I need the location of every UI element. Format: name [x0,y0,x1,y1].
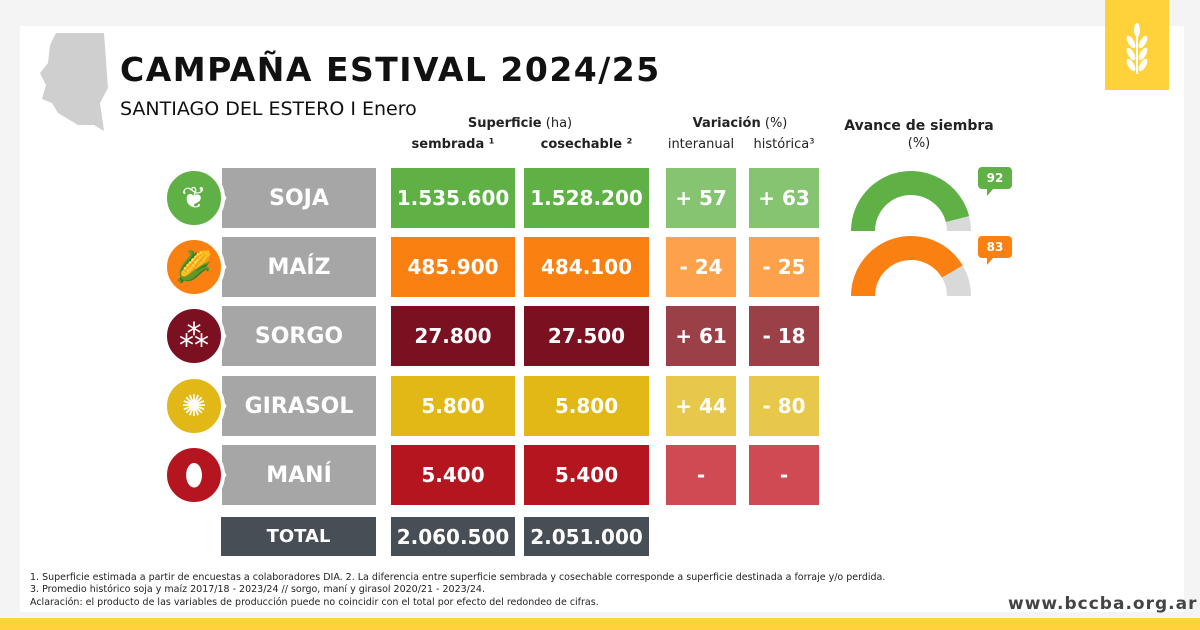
cosechable-cell: 5.800 [524,376,649,436]
wheat-logo [1105,0,1169,90]
variacion-unit: (%) [764,116,788,131]
historica-cell: - 18 [749,306,819,366]
footnote-3: Aclaración: el producto de las variables… [30,597,599,608]
cosechable-cell: 484.100 [524,237,649,297]
sembrada-cell: 27.800 [391,306,515,366]
crop-label-4: MANÍ [222,445,376,505]
historica-cell: - 25 [749,237,819,297]
soy-plant-icon: ❦ [163,167,225,229]
total-cosechable: 2.051.000 [524,517,649,556]
gauge-fill-0 [851,171,970,231]
sembrada-cell: 5.400 [391,445,515,505]
historica-cell: - 80 [749,376,819,436]
interanual-cell: + 61 [666,306,736,366]
sembrada-cell: 1.535.600 [391,168,515,228]
crop-label-3: GIRASOL [222,376,376,436]
footnote-2: 3. Promedio histórico soja y maíz 2017/1… [30,584,485,595]
crop-label-2: SORGO [222,306,376,366]
website-link[interactable]: www.bccba.org.ar [1008,594,1198,614]
crop-label-1: MAÍZ [222,237,376,297]
gauge-remaining-1 [941,265,971,296]
total-label: TOTAL [221,517,376,556]
historica-header: histórica³ [753,137,815,152]
historica-cell: + 63 [749,168,819,228]
peanut-icon: ⬮ [163,444,225,506]
variacion-label: Variación [692,116,761,131]
interanual-cell: + 57 [666,168,736,228]
avance-header: Avance de siembra [844,118,994,134]
footnote-1: 1. Superficie estimada a partir de encue… [30,572,886,583]
sorghum-icon: ⁂ [163,305,225,367]
superficie-unit: (ha) [545,116,573,131]
avance-maiz-bubble: 83 [978,236,1012,265]
superficie-label: Superficie [467,116,542,131]
avance-gauges [851,171,971,296]
total-sembrada: 2.060.500 [391,517,515,556]
crop-label-0: SOJA [222,168,376,228]
superficie-header: Superficie (ha) [391,116,649,131]
sembrada-header: sembrada ¹ [411,137,495,152]
cosechable-header: cosechable ² [540,137,633,152]
sembrada-cell: 485.900 [391,237,515,297]
interanual-header: interanual [667,137,735,152]
interanual-cell: + 44 [666,376,736,436]
page-subtitle: SANTIAGO DEL ESTERO I Enero [120,98,417,120]
corn-icon: 🌽 [163,236,225,298]
cosechable-cell: 5.400 [524,445,649,505]
footer-bar [0,618,1200,630]
wheat-icon [1126,23,1148,74]
historica-cell: - [749,445,819,505]
avance-unit: (%) [907,136,931,151]
interanual-cell: - 24 [666,237,736,297]
avance-soja-bubble: 92 [978,167,1012,196]
gauge-fill-1 [851,236,963,296]
cosechable-cell: 1.528.200 [524,168,649,228]
gauge-remaining-0 [945,216,971,231]
interanual-cell: - [666,445,736,505]
santiago-del-estero-map-icon [40,33,108,131]
variacion-header: Variación (%) [660,116,820,131]
sembrada-cell: 5.800 [391,376,515,436]
sunflower-icon: ✺ [163,375,225,437]
page-title: CAMPAÑA ESTIVAL 2024/25 [120,50,661,89]
cosechable-cell: 27.500 [524,306,649,366]
